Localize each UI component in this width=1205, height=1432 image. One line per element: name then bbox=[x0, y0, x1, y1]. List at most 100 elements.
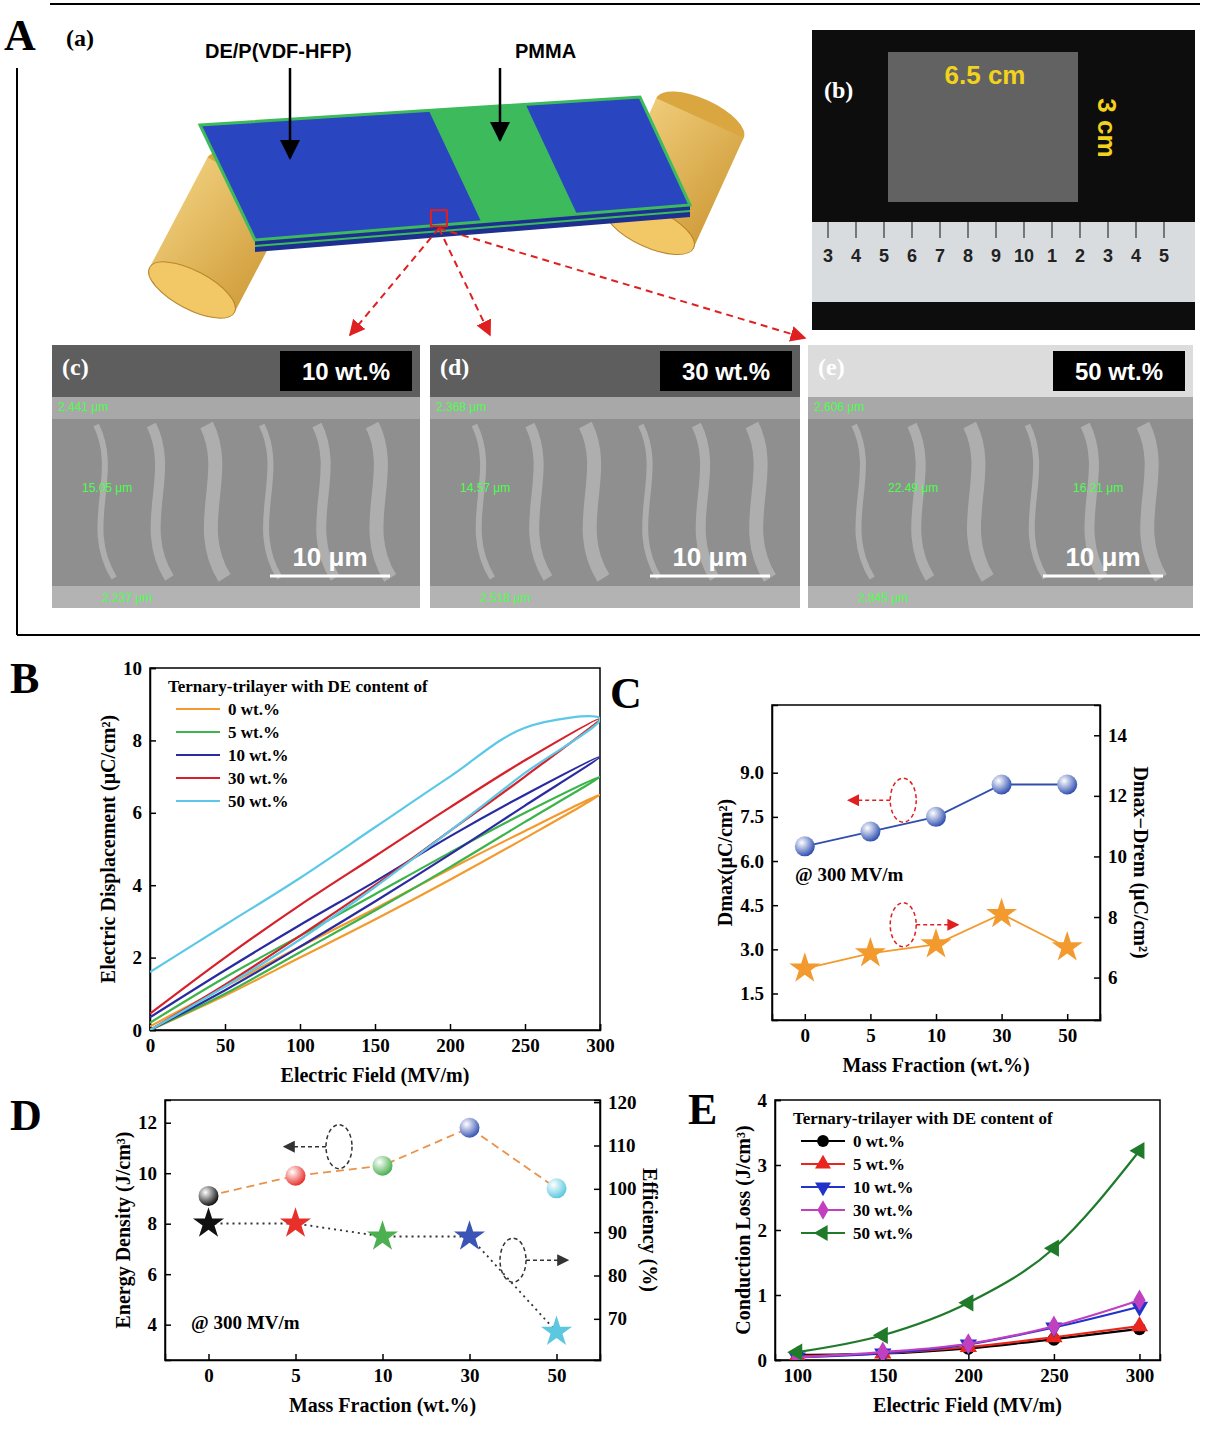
tick: 6 bbox=[1094, 967, 1118, 988]
tick-label: 4.5 bbox=[740, 895, 764, 916]
tick-mark bbox=[382, 1354, 384, 1360]
legend-label: 10 wt.% bbox=[228, 746, 288, 765]
tick-mark bbox=[775, 1360, 781, 1362]
tick-label: 1.5 bbox=[740, 983, 764, 1004]
panel-border bbox=[16, 68, 18, 635]
zoom-arrow bbox=[439, 228, 805, 338]
tick: 0 bbox=[133, 1020, 157, 1041]
tick-mark bbox=[772, 949, 778, 951]
tick: 80 bbox=[594, 1265, 627, 1286]
tick: 5 bbox=[866, 1014, 876, 1046]
axis-line bbox=[151, 1024, 601, 1031]
ruler-label: 2 bbox=[1075, 246, 1085, 266]
tick-label: 30 bbox=[461, 1365, 480, 1386]
content-label: 10 wt.% bbox=[302, 358, 390, 385]
marker bbox=[460, 1118, 480, 1138]
axis: 05103050 bbox=[773, 1014, 1101, 1046]
marker bbox=[992, 774, 1012, 794]
tick-mark bbox=[805, 1014, 807, 1020]
axis-line bbox=[594, 1101, 601, 1361]
sem-layer bbox=[430, 586, 800, 608]
marker bbox=[1044, 1240, 1059, 1257]
axis-title: Conduction Loss (J/cm³) bbox=[732, 1125, 755, 1334]
sem-texture bbox=[970, 425, 988, 578]
axis: 708090100110120 bbox=[594, 1092, 637, 1361]
ruler-tick bbox=[883, 222, 884, 238]
tick-mark bbox=[594, 1275, 600, 1277]
sem-image bbox=[808, 345, 1193, 608]
legend-line bbox=[176, 800, 220, 802]
marker bbox=[860, 822, 880, 842]
ruler-tick bbox=[1051, 222, 1052, 238]
tick: 100 bbox=[594, 1178, 637, 1199]
ruler-label: 8 bbox=[963, 246, 973, 266]
tick: 8 bbox=[133, 730, 157, 751]
tick-label: 70 bbox=[608, 1308, 627, 1329]
tick: 4 bbox=[133, 875, 157, 896]
legend-label: 30 wt.% bbox=[228, 769, 288, 788]
tick-label: 10 bbox=[374, 1365, 393, 1386]
series-line bbox=[805, 784, 1067, 846]
zoom-arrow bbox=[439, 228, 490, 335]
tick-label: 250 bbox=[1040, 1365, 1069, 1386]
tick-label: 14 bbox=[1108, 725, 1128, 746]
tick: 90 bbox=[594, 1222, 627, 1243]
marker bbox=[454, 1220, 485, 1250]
tick-mark bbox=[936, 1014, 938, 1020]
tick: 250 bbox=[1040, 1354, 1069, 1386]
tick-mark bbox=[594, 1102, 600, 1104]
chart-panel: 051030504681012708090100110120Mass Fract… bbox=[10, 1091, 661, 1417]
tick-label: 0 bbox=[204, 1365, 214, 1386]
tick-label: 3.0 bbox=[740, 939, 764, 960]
legend-line bbox=[176, 754, 220, 756]
sem-layer bbox=[52, 586, 420, 608]
tick-label: 8 bbox=[133, 730, 143, 751]
tick-mark bbox=[594, 1319, 600, 1321]
marker bbox=[367, 1220, 398, 1250]
scale-bar bbox=[1043, 575, 1163, 578]
tick-mark bbox=[165, 1274, 171, 1276]
tick: 50 bbox=[216, 1024, 235, 1056]
chart-panel: 0501001502002503000246810Electric Field … bbox=[10, 654, 615, 1087]
tick-mark bbox=[1094, 917, 1100, 919]
axis: 4681012 bbox=[138, 1101, 171, 1361]
tick-mark bbox=[772, 993, 778, 995]
marker bbox=[193, 1207, 224, 1237]
axis-line bbox=[776, 1101, 782, 1361]
series-line bbox=[805, 914, 1067, 969]
arrow bbox=[499, 68, 502, 140]
tick: 30 bbox=[461, 1354, 480, 1386]
axis: 100150200250300 bbox=[776, 1354, 1161, 1386]
layer-label: PMMA bbox=[515, 40, 576, 62]
thickness-label: 16.21 μm bbox=[1073, 481, 1123, 495]
film-photo bbox=[888, 52, 1078, 202]
plot-frame bbox=[165, 1100, 600, 1360]
tick-mark bbox=[1094, 856, 1100, 858]
tick: 7.5 bbox=[740, 806, 778, 827]
tick-label: 100 bbox=[783, 1365, 812, 1386]
tick-label: 12 bbox=[138, 1112, 157, 1133]
panel-letter: A bbox=[4, 11, 36, 60]
ruler-label: 3 bbox=[1103, 246, 1113, 266]
tick-label: 12 bbox=[1108, 785, 1127, 806]
tick: 8 bbox=[148, 1213, 172, 1234]
sub-label: (a) bbox=[66, 25, 94, 51]
ruler-label: 1 bbox=[1047, 246, 1057, 266]
ruler-label: 10 bbox=[1014, 246, 1034, 266]
thickness-label: 14.57 μm bbox=[460, 481, 510, 495]
ruler-label: 3 bbox=[823, 246, 833, 266]
tick: 0 bbox=[758, 1350, 782, 1371]
sem-texture bbox=[474, 425, 492, 578]
tick-mark bbox=[150, 740, 156, 742]
marker bbox=[1133, 1290, 1145, 1311]
ruler-tick bbox=[911, 222, 912, 238]
dimension-label: 6.5 cm bbox=[945, 60, 1026, 90]
sub-label: (d) bbox=[440, 354, 469, 380]
tick: 4 bbox=[148, 1314, 172, 1335]
axis-line bbox=[151, 669, 157, 1031]
tick-mark bbox=[1139, 1354, 1141, 1360]
marker bbox=[920, 928, 951, 958]
tick-label: 300 bbox=[1126, 1365, 1155, 1386]
tick-label: 120 bbox=[608, 1092, 637, 1113]
tick: 10 bbox=[138, 1163, 171, 1184]
